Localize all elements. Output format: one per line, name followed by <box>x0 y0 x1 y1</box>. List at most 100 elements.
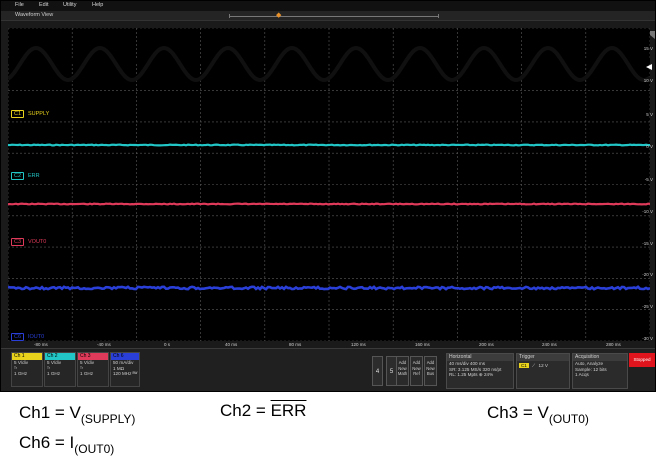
ch1-supply-trace <box>8 45 650 83</box>
acquisition-sample: Sample: 12 bits <box>575 366 607 372</box>
x-tick-label: -80 ms <box>34 342 48 347</box>
add-ref-line2: New <box>412 365 421 371</box>
ch2-label-name: ERR <box>28 173 40 179</box>
trigger-source-badge: C1 <box>519 363 529 368</box>
grid-lines <box>8 28 650 341</box>
caption-ch6-subscript: (OUT0) <box>74 442 115 456</box>
add-math-line3: Math <box>397 371 408 376</box>
ch2-badge-title: Ch 2 <box>45 353 75 360</box>
ch3-badge-title: Ch 3 <box>78 353 108 360</box>
record-position-marker-icon[interactable]: ◆ <box>276 12 282 19</box>
channel-4-button[interactable]: 4 <box>372 356 383 386</box>
acquisition-count: 1 Acqs <box>575 372 589 378</box>
caption-ch6-text: Ch6 = I <box>19 433 75 452</box>
ch2-settings-badge[interactable]: Ch 2 5 V/div ᵀʳ 1 GHz <box>44 352 76 387</box>
corner-fold-icon <box>645 31 655 39</box>
acquisition-mode: Auto, Analyze <box>575 361 604 366</box>
menu-help[interactable]: Help <box>92 2 104 8</box>
y-tick-label: -25 V <box>642 304 653 309</box>
y-tick-label: -10 V <box>642 209 653 214</box>
x-tick-label: 80 ms <box>289 342 302 347</box>
ch6-badge-title: Ch 6 <box>111 353 139 360</box>
y-tick-label: 5 V <box>646 112 653 117</box>
ch6-bandwidth: 120 MHz ᴮᵂ <box>113 371 138 377</box>
caption-ch6: Ch6 = I(OUT0) <box>19 433 115 456</box>
ch1-scale: 5 V/div <box>14 360 29 365</box>
ch2-bandwidth: 1 GHz <box>47 371 61 377</box>
rising-edge-icon: ⟋ <box>532 363 536 368</box>
caption-ch1-text: Ch1 = V <box>19 403 81 422</box>
waveform-graticule <box>8 28 650 341</box>
caption-ch2-text: Ch2 = <box>220 401 271 420</box>
add-bus-line3: Bus <box>426 371 435 376</box>
add-new-bus-button[interactable]: Add New Bus <box>424 356 437 386</box>
y-tick-label: -15 V <box>642 241 653 246</box>
add-new-math-button[interactable]: Add New Math <box>396 356 409 386</box>
caption-ch2-signal: ERR <box>270 401 307 420</box>
y-tick-label: 0 V <box>646 144 653 149</box>
ch6-iout-trace <box>8 285 650 291</box>
ch3-label-badge[interactable]: C3 <box>11 238 25 246</box>
ch2-label-badge[interactable]: C2 <box>11 172 25 180</box>
add-ref-line3: Ref <box>413 371 420 376</box>
ch3-label-name: VOUT0 <box>28 239 47 245</box>
menu-bar: File Edit Utility Help <box>1 1 655 11</box>
caption-ch1-subscript: (SUPPLY) <box>80 412 136 426</box>
ch6-settings-badge[interactable]: Ch 6 50 mA/div 1 MΩ 120 MHz ᴮᵂ <box>110 352 140 387</box>
waveform-plot <box>8 28 650 341</box>
ch1-label-name: SUPPLY <box>28 111 50 117</box>
add-bus-line2: New <box>426 365 435 371</box>
ch6-scale: 50 mA/div <box>113 360 134 365</box>
ch1-label-badge[interactable]: C1 <box>11 110 25 118</box>
ch1-settings-badge[interactable]: Ch 1 5 V/div ᵀʳ 1 GHz <box>11 352 43 387</box>
add-math-line2: New <box>398 365 407 371</box>
view-title: Waveform View <box>15 12 54 18</box>
ch3-settings-badge[interactable]: Ch 3 5 V/div ᵀʳ 1 GHz <box>77 352 109 387</box>
trigger-config: C1 ⟋ 12 V <box>517 361 569 369</box>
trigger-settings-badge[interactable]: Trigger C1 ⟋ 12 V <box>516 353 570 389</box>
trigger-level-marker-icon[interactable] <box>646 64 652 70</box>
add-math-line1: Add <box>398 360 407 365</box>
horizontal-record-length: RL: 1.25 Mpts ⊕ 24% <box>449 372 494 378</box>
y-tick-label: 15 V <box>643 46 653 51</box>
ch3-coupling: ᵀʳ <box>80 365 84 371</box>
add-ref-line1: Add <box>412 360 421 365</box>
ch1-badge-title: Ch 1 <box>12 353 42 360</box>
waveform-view-header: Waveform View ◆ <box>1 11 655 21</box>
caption-ch3: Ch3 = V(OUT0) <box>487 403 589 426</box>
x-tick-label: -40 ms <box>97 342 111 347</box>
acquisition-title: Acquisition <box>573 354 627 361</box>
caption-ch1: Ch1 = V(SUPPLY) <box>19 403 136 426</box>
y-tick-label: -30 V <box>642 336 653 341</box>
ch3-scale: 5 V/div <box>80 360 95 365</box>
trigger-title: Trigger <box>517 354 569 361</box>
horizontal-scale: 40 ms/div 400 ms <box>449 361 485 366</box>
x-tick-label: 280 ms <box>606 342 621 347</box>
acquisition-settings-badge[interactable]: Acquisition Auto, Analyze Sample: 12 bit… <box>572 353 628 389</box>
add-bus-line1: Add <box>426 360 435 365</box>
ch6-label-badge[interactable]: C6 <box>11 333 25 341</box>
horizontal-sample-rate: SR: 3.125 MS/s 320 ns/pt <box>449 366 502 372</box>
menu-file[interactable]: File <box>15 2 24 8</box>
x-tick-label: 240 ms <box>542 342 557 347</box>
record-view-scrollbar[interactable] <box>229 14 439 18</box>
x-tick-label: 0 s <box>164 342 171 347</box>
oscilloscope-window: File Edit Utility Help Waveform View ◆ T… <box>0 0 656 392</box>
add-new-ref-button[interactable]: Add New Ref <box>410 356 423 386</box>
x-tick-label: 40 ms <box>225 342 238 347</box>
ch1-bandwidth: 1 GHz <box>14 371 28 377</box>
menu-utility[interactable]: Utility <box>63 2 77 8</box>
y-tick-label: -5 V <box>644 177 653 182</box>
caption-ch3-subscript: (OUT0) <box>548 412 589 426</box>
horizontal-settings-badge[interactable]: Horizontal 40 ms/div 400 ms SR: 3.125 MS… <box>446 353 514 389</box>
run-stop-status-button[interactable]: Stopped <box>629 353 655 367</box>
trigger-level: 12 V <box>538 363 548 368</box>
y-tick-label: -20 V <box>642 272 653 277</box>
menu-edit[interactable]: Edit <box>39 2 49 8</box>
ch2-coupling: ᵀʳ <box>47 365 51 371</box>
x-tick-label: 200 ms <box>479 342 494 347</box>
ch6-label-name: IOUT0 <box>28 334 45 340</box>
horizontal-title: Horizontal <box>447 354 513 361</box>
ch3-vout-trace <box>8 202 650 206</box>
caption-ch3-text: Ch3 = V <box>487 403 549 422</box>
